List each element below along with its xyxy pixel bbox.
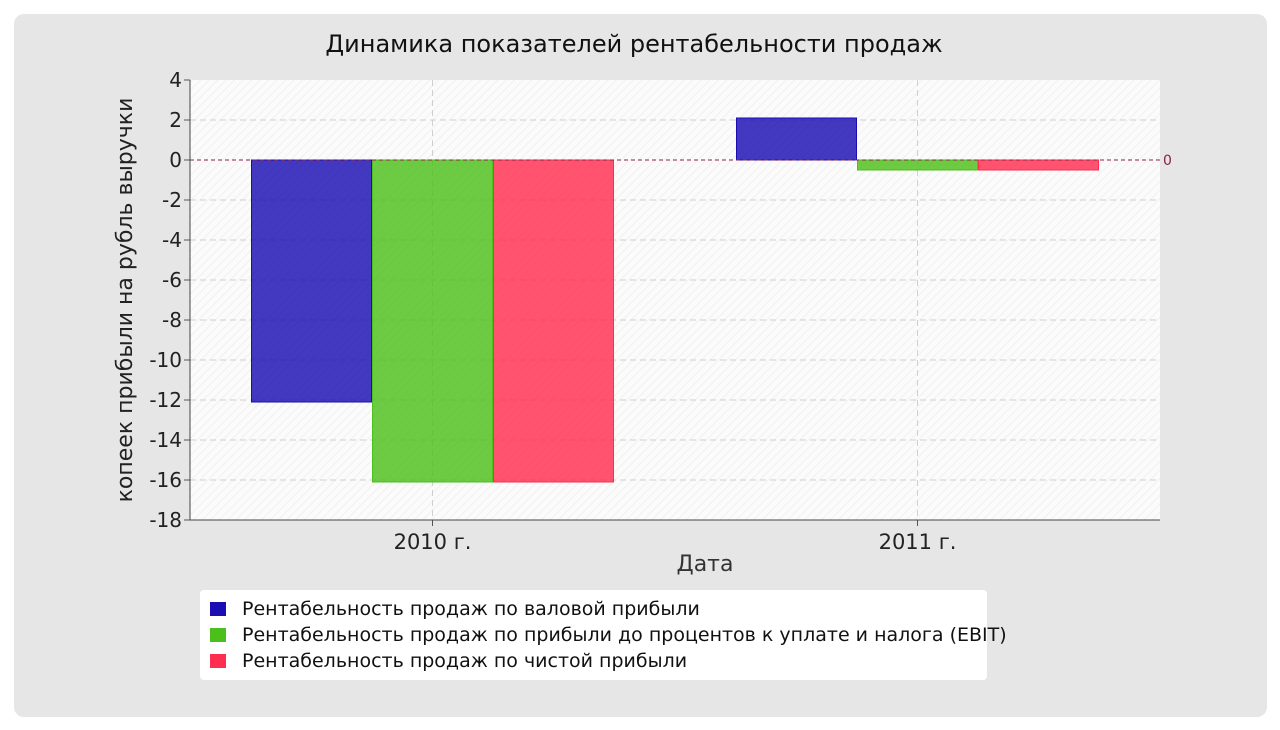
legend-label: Рентабельность продаж по чистой прибыли <box>242 650 688 672</box>
y-tick-label: -18 <box>149 508 182 532</box>
y-tick-label: -14 <box>149 428 182 452</box>
y-tick-label: -4 <box>162 228 182 252</box>
legend-item: Рентабельность продаж по чистой прибыли <box>210 648 687 674</box>
bar <box>857 159 978 171</box>
zero-line-label: 0 <box>1163 153 1172 169</box>
legend-swatch <box>210 602 226 616</box>
bar <box>251 159 372 403</box>
y-tick-label: -12 <box>149 388 182 412</box>
legend-item: Рентабельность продаж по валовой прибыли <box>210 596 700 622</box>
y-tick-label: -10 <box>149 348 182 372</box>
y-tick-label: -8 <box>162 308 182 332</box>
y-tick-label: -16 <box>149 468 182 492</box>
legend-item: Рентабельность продаж по прибыли до проц… <box>210 622 1007 648</box>
x-axis-label: Дата <box>677 552 734 577</box>
legend-swatch <box>210 628 226 642</box>
legend-label: Рентабельность продаж по валовой прибыли <box>242 598 700 620</box>
y-tick-label: -2 <box>162 188 182 212</box>
y-tick-label: 4 <box>169 68 182 92</box>
legend: Рентабельность продаж по валовой прибыли… <box>200 590 1007 680</box>
bar <box>978 159 1099 171</box>
y-tick-label: -6 <box>162 268 182 292</box>
axes-group: 4 2 0 -2 -4 -6 -8 -10 -12 -14 -16 -18 2010 г. 2011 г.… <box>149 68 1172 554</box>
bar <box>493 159 614 483</box>
x-tick-label: 2011 г. <box>879 530 957 554</box>
x-tick-label: 2010 г. <box>394 530 472 554</box>
bar <box>372 159 493 483</box>
chart-title: Динамика показателей рентабельности прод… <box>325 30 943 58</box>
legend-label: Рентабельность продаж по прибыли до проц… <box>242 624 1007 646</box>
legend-swatch <box>210 654 226 668</box>
bar <box>736 117 857 161</box>
bars-group <box>251 117 1099 483</box>
y-tick-label: 0 <box>169 148 182 172</box>
y-axis-label: копеек прибыли на рубль выручки <box>113 98 138 503</box>
y-tick-label: 2 <box>169 108 182 132</box>
